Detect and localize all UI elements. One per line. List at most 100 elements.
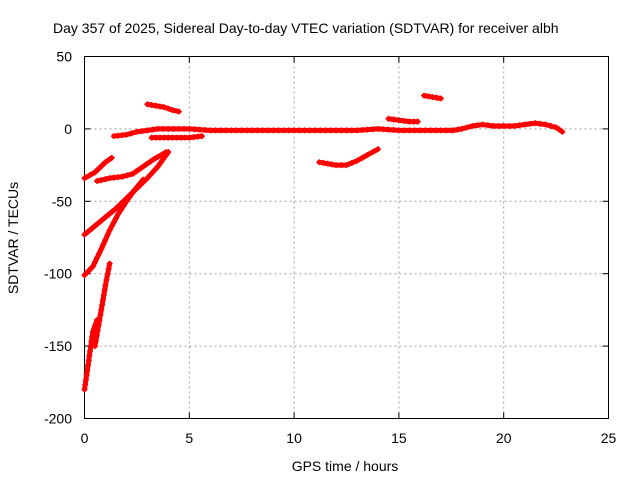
- data-point: [98, 162, 105, 169]
- data-point: [104, 271, 111, 278]
- data-point: [511, 123, 518, 130]
- data-point: [328, 161, 335, 168]
- data-point: [380, 126, 387, 133]
- data-point: [275, 127, 282, 134]
- data-point: [120, 202, 127, 209]
- data-point: [89, 328, 96, 335]
- data-point: [264, 127, 271, 134]
- data-point: [100, 241, 107, 248]
- data-point: [207, 127, 214, 134]
- data-point: [83, 372, 90, 379]
- data-point: [390, 126, 397, 133]
- x-tick-label: 15: [391, 430, 407, 446]
- data-point: [333, 127, 340, 134]
- data-point: [154, 125, 161, 132]
- data-point: [425, 93, 432, 100]
- data-point: [149, 126, 156, 133]
- data-point: [133, 128, 140, 135]
- data-point: [450, 127, 457, 134]
- data-point: [458, 125, 465, 132]
- data-point: [102, 159, 109, 166]
- data-point: [98, 306, 105, 313]
- data-point: [364, 151, 371, 158]
- data-point: [320, 159, 327, 166]
- data-point: [119, 173, 126, 180]
- series-rise-b: [94, 149, 170, 185]
- data-point: [144, 101, 151, 108]
- data-point: [165, 149, 172, 156]
- data-point: [532, 120, 539, 127]
- data-point: [364, 126, 371, 133]
- data-point: [317, 127, 324, 134]
- series-under-bar: [148, 133, 205, 141]
- data-point: [129, 170, 136, 177]
- data-point: [296, 127, 303, 134]
- data-point: [338, 127, 345, 134]
- data-point: [238, 127, 245, 134]
- data-point: [88, 225, 95, 232]
- x-tick-label: 5: [185, 430, 193, 446]
- x-tick-label: 0: [81, 430, 89, 446]
- data-point: [96, 250, 103, 257]
- data-point: [84, 367, 91, 374]
- data-point: [559, 128, 566, 135]
- data-point: [102, 282, 109, 289]
- data-point: [139, 128, 146, 135]
- data-point: [312, 127, 319, 134]
- data-point: [526, 120, 533, 127]
- data-point: [547, 123, 554, 130]
- data-point: [422, 127, 429, 134]
- data-point: [427, 127, 434, 134]
- data-point: [270, 127, 277, 134]
- y-tick-label: -200: [44, 411, 72, 427]
- data-point: [175, 108, 182, 115]
- data-point: [338, 162, 345, 169]
- series-rise-d: [81, 176, 147, 279]
- series-rise-c: [81, 149, 172, 238]
- data-point: [374, 125, 381, 132]
- data-point: [94, 327, 101, 334]
- data-point: [454, 126, 461, 133]
- series-track: [82, 149, 171, 238]
- data-point: [233, 127, 240, 134]
- data-point: [165, 105, 172, 112]
- data-point: [109, 208, 116, 215]
- data-point: [291, 127, 298, 134]
- data-point: [556, 126, 563, 133]
- data-point: [359, 126, 366, 133]
- data-point: [156, 103, 163, 110]
- data-point: [144, 127, 151, 134]
- data-point: [128, 130, 135, 137]
- data-point: [433, 94, 440, 101]
- data-point: [191, 126, 198, 133]
- data-point: [217, 127, 224, 134]
- data-point: [390, 116, 397, 123]
- data-point: [92, 337, 99, 344]
- data-point: [99, 301, 106, 308]
- data-point: [94, 178, 101, 185]
- data-point: [105, 265, 112, 272]
- data-point: [82, 376, 89, 383]
- data-point: [432, 127, 439, 134]
- data-point: [101, 287, 108, 294]
- data-point: [95, 220, 102, 227]
- data-point: [144, 175, 151, 182]
- data-point: [542, 121, 549, 128]
- data-point: [348, 127, 355, 134]
- data-point: [324, 160, 331, 167]
- data-point: [249, 127, 256, 134]
- data-point: [202, 126, 209, 133]
- data-point: [322, 127, 329, 134]
- data-point: [108, 154, 115, 161]
- series-late-track: [450, 120, 566, 135]
- data-point: [369, 126, 376, 133]
- data-point: [91, 222, 98, 229]
- data-point: [102, 214, 109, 221]
- data-point: [147, 158, 154, 165]
- data-point: [169, 107, 176, 114]
- data-point: [147, 171, 154, 178]
- y-tick-label: -150: [44, 338, 72, 354]
- data-point: [196, 126, 203, 133]
- data-point: [395, 117, 402, 124]
- data-point: [385, 115, 392, 122]
